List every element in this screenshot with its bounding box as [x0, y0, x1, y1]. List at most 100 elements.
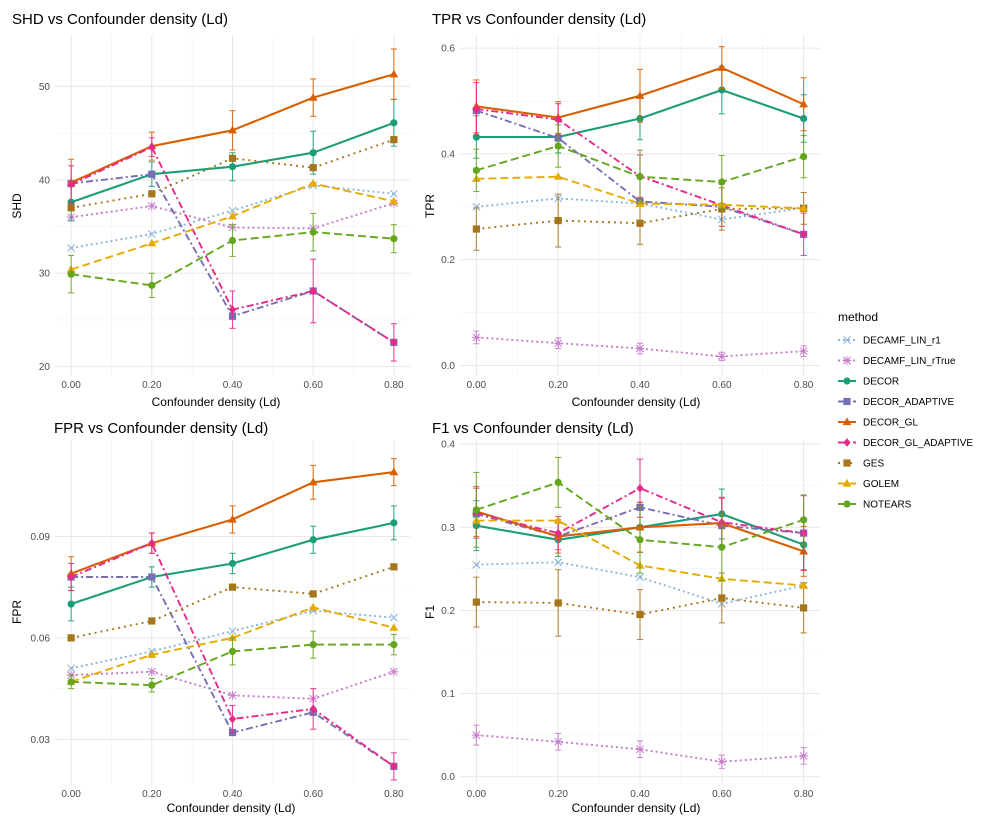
legend-swatch-marker — [843, 438, 851, 447]
tpr-x-tick-label: 0.00 — [467, 380, 487, 391]
legend-label: DECAMF_LIN_rTrue — [863, 356, 956, 367]
shd-notears-point — [309, 228, 317, 236]
shd-notears-point — [390, 235, 398, 243]
fpr-y-tick-label: 0.06 — [31, 633, 51, 644]
f1-decor-gl-adaptive-point — [636, 483, 644, 493]
fpr-x-tick-label: 0.40 — [223, 789, 243, 800]
shd-decor-gl-adaptive-point — [228, 305, 237, 315]
legend-swatch-marker — [842, 478, 852, 487]
f1-x-tick-label: 0.80 — [794, 789, 814, 800]
shd-decor-gl-adaptive-point — [67, 180, 75, 189]
shd-golem-point — [228, 211, 237, 220]
tpr-notears-point — [718, 178, 726, 186]
legend-label: NOTEARS — [863, 500, 912, 511]
fpr-notears-point — [67, 678, 75, 686]
f1-decamf-lin-rtrue-point — [799, 751, 809, 761]
shd-decamf-lin-r1-point — [147, 230, 156, 238]
fpr-decamf-lin-r1-point — [67, 664, 76, 673]
shd-golem-point — [147, 238, 157, 247]
shd-golem-point — [389, 196, 399, 205]
fpr-decamf-lin-rtrue-point — [228, 690, 237, 700]
tpr-golem-line — [476, 175, 804, 210]
f1-notears-point — [636, 536, 644, 544]
f1-decamf-lin-r1-point — [636, 573, 644, 582]
fpr-decor-gl-adaptive-point — [67, 572, 75, 582]
tpr-y-tick-label: 0.0 — [441, 361, 455, 372]
shd-panel: SHD vs Confounder density (Ld) Confounde… — [10, 11, 410, 409]
legend-label: GES — [863, 459, 884, 470]
f1-y-tick-label: 0.4 — [441, 440, 455, 451]
f1-decamf-lin-rtrue-point — [471, 730, 481, 740]
f1-decamf-lin-rtrue-point — [635, 744, 645, 754]
f1-notears-point — [472, 506, 480, 514]
fpr-decor-adaptive-point — [148, 573, 156, 581]
f1-ges-point — [554, 599, 562, 607]
f1-ges-point — [472, 598, 480, 606]
fpr-ges-point — [309, 590, 317, 598]
shd-panel-title: SHD vs Confounder density (Ld) — [12, 11, 228, 28]
shd-decor-gl-point — [228, 125, 237, 134]
fpr-y-tick-label: 0.09 — [31, 532, 51, 543]
f1-y-axis-label: F1 — [423, 605, 437, 619]
fpr-x-tick-label: 0.60 — [303, 789, 323, 800]
fpr-decamf-lin-r1-point — [389, 613, 398, 622]
f1-x-tick-label: 0.40 — [630, 789, 650, 800]
f1-x-axis-label: Confounder density (Ld) — [572, 801, 701, 815]
shd-notears-point — [67, 270, 75, 278]
shd-decamf-lin-rtrue-point — [147, 201, 157, 211]
tpr-decamf-lin-rtrue-point — [471, 333, 481, 342]
f1-panel: F1 vs Confounder density (Ld) Confounder… — [423, 420, 820, 815]
fpr-decor-gl-point — [228, 514, 237, 523]
tpr-series-notears — [472, 124, 808, 209]
fpr-decor-point — [309, 536, 317, 544]
fpr-decor-point — [390, 519, 398, 527]
tpr-decor-gl-point — [717, 63, 727, 71]
f1-decamf-lin-rtrue-point — [717, 757, 727, 767]
shd-y-tick-label: 50 — [39, 82, 51, 93]
f1-y-tick-label: 0.2 — [441, 606, 455, 617]
fpr-ges-point — [228, 583, 237, 591]
f1-series-decamf-lin-rtrue — [471, 724, 809, 769]
legend-label: DECOR_GL — [863, 418, 918, 429]
tpr-golem-point — [553, 172, 563, 180]
tpr-notears-point — [800, 152, 808, 161]
fpr-decor-gl-adaptive-point — [390, 761, 398, 771]
fpr-ges-point — [67, 634, 75, 642]
legend-swatch-marker — [843, 377, 851, 385]
legend-item-decor: DECOR — [838, 377, 899, 388]
legend-swatch-marker — [842, 356, 852, 365]
fpr-series-ges — [67, 563, 398, 642]
f1-golem-point — [553, 516, 563, 524]
fpr-notears-point — [148, 681, 156, 689]
f1-ges-point — [800, 604, 808, 612]
f1-series-notears — [472, 456, 808, 582]
fpr-x-tick-label: 0.20 — [142, 789, 162, 800]
tpr-golem-point — [799, 203, 809, 212]
tpr-decor-gl-adaptive-point — [800, 229, 808, 239]
fpr-series-decor-gl-adaptive — [67, 532, 398, 781]
shd-x-tick-label: 0.60 — [303, 380, 323, 391]
shd-decor-gl-adaptive-point — [309, 286, 317, 296]
shd-decor-point — [390, 119, 398, 127]
fpr-golem-point — [308, 602, 318, 611]
shd-ges-point — [228, 154, 237, 162]
shd-decor-gl-adaptive-point — [148, 142, 156, 152]
tpr-decor-gl-point — [799, 99, 809, 108]
fpr-golem-point — [389, 623, 399, 631]
legend-label: GOLEM — [863, 479, 899, 490]
fpr-y-axis-label: FPR — [10, 600, 24, 624]
shd-ges-point — [67, 204, 75, 212]
tpr-y-tick-label: 0.6 — [441, 44, 455, 55]
shd-x-tick-label: 0.20 — [142, 380, 162, 391]
shd-series-notears — [67, 212, 398, 299]
shd-decor-adaptive-point — [148, 170, 156, 178]
shd-x-axis-label: Confounder density (Ld) — [152, 395, 281, 409]
shd-y-tick-label: 30 — [39, 269, 51, 280]
tpr-x-axis-label: Confounder density (Ld) — [572, 395, 701, 409]
shd-x-tick-label: 0.00 — [61, 380, 81, 391]
legend-item-decor-gl: DECOR_GL — [838, 417, 918, 429]
tpr-ges-point — [636, 219, 644, 227]
legend-swatch-marker — [843, 500, 851, 508]
f1-decamf-lin-r1-point — [554, 558, 563, 567]
fpr-ges-point — [148, 617, 156, 625]
